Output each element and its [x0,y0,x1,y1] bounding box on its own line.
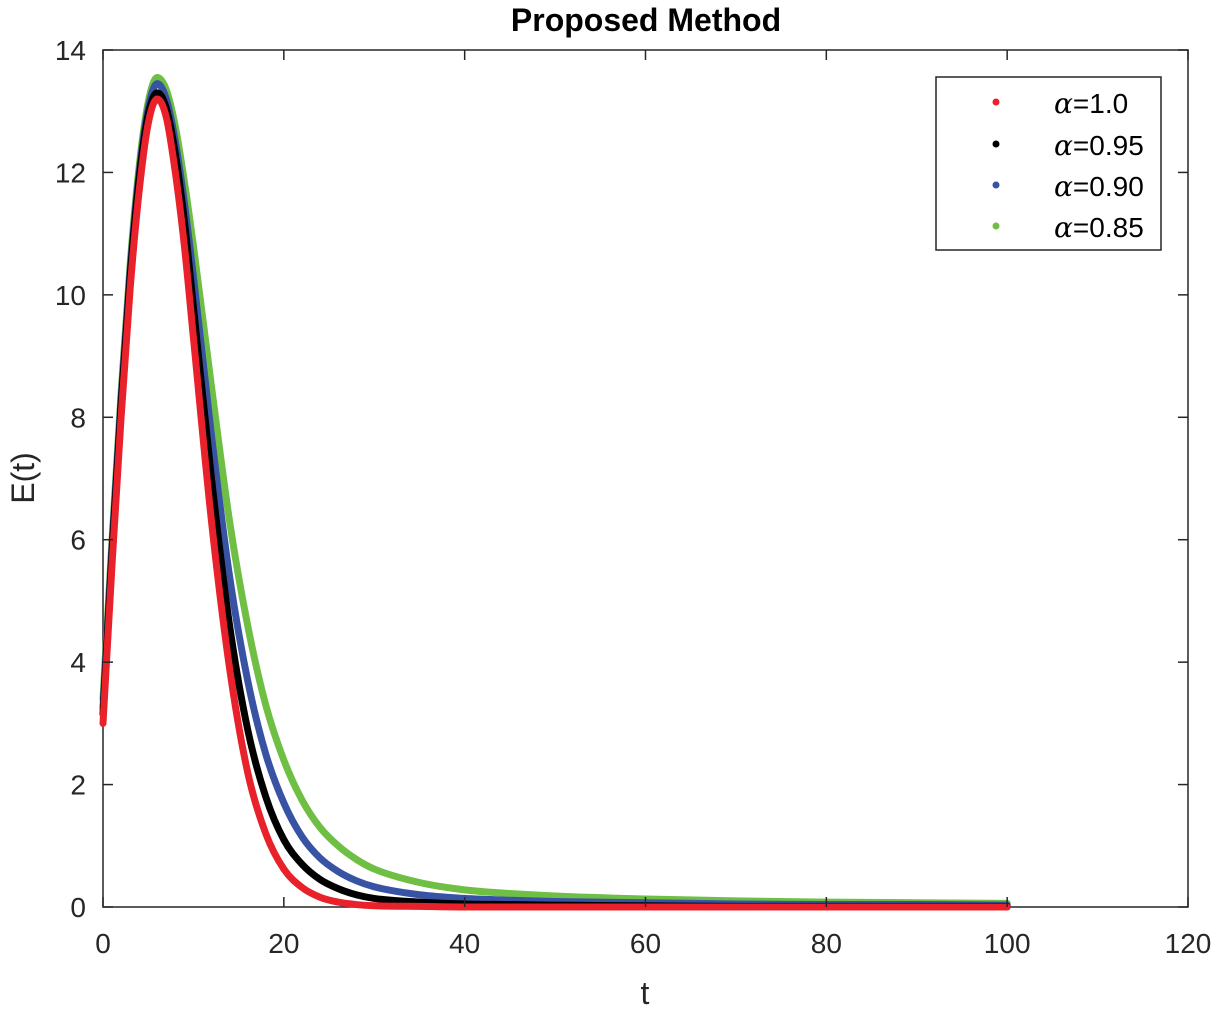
legend-alpha-symbol: α [1054,129,1073,162]
chart-title: Proposed Method [511,2,781,38]
legend-box [935,76,1162,251]
legend-marker-1 [992,140,1000,148]
x-tick-label: 80 [811,928,842,959]
y-tick-label: 4 [70,647,86,678]
y-tick-label: 12 [55,157,86,188]
y-axis-label: E(t) [5,452,41,504]
series-line-0 [99,95,1011,911]
x-tick-label: 40 [449,928,480,959]
y-tick-label: 6 [70,525,86,556]
legend-value: =0.85 [1073,212,1144,243]
legend-entries: α=1.0α=0.95α=0.90α=0.85 [992,87,1144,244]
x-tick-label: 20 [268,928,299,959]
y-tick-label: 0 [70,892,86,923]
legend-alpha-symbol: α [1054,87,1073,120]
legend-label-3: α=0.85 [1054,211,1144,244]
legend-alpha-symbol: α [1054,211,1073,244]
x-tick-label: 120 [1165,928,1212,959]
legend-label-1: α=0.95 [1054,129,1144,162]
x-tick-label: 60 [630,928,661,959]
series-layer [99,74,1011,911]
legend-label-2: α=0.90 [1054,170,1144,203]
x-axis-label: t [641,975,650,1011]
legend-marker-2 [992,181,1000,189]
legend-value: =0.95 [1073,130,1144,161]
y-tick-label: 14 [55,35,86,66]
y-axis: 0 2 4 6 8 10 12 14 [55,35,1188,923]
legend: α=1.0α=0.95α=0.90α=0.85 [935,76,1162,251]
legend-marker-3 [992,222,1000,230]
x-tick-label: 0 [95,928,111,959]
legend-alpha-symbol: α [1054,170,1073,203]
legend-value: =1.0 [1073,88,1128,119]
legend-marker-0 [992,98,1000,106]
legend-value: =0.90 [1073,171,1144,202]
x-tick-label: 100 [984,928,1031,959]
y-tick-label: 8 [70,402,86,433]
legend-label-0: α=1.0 [1054,87,1128,120]
y-tick-label: 10 [55,280,86,311]
x-axis: 0 20 40 60 80 100 120 [95,50,1211,959]
y-tick-label: 2 [70,770,86,801]
